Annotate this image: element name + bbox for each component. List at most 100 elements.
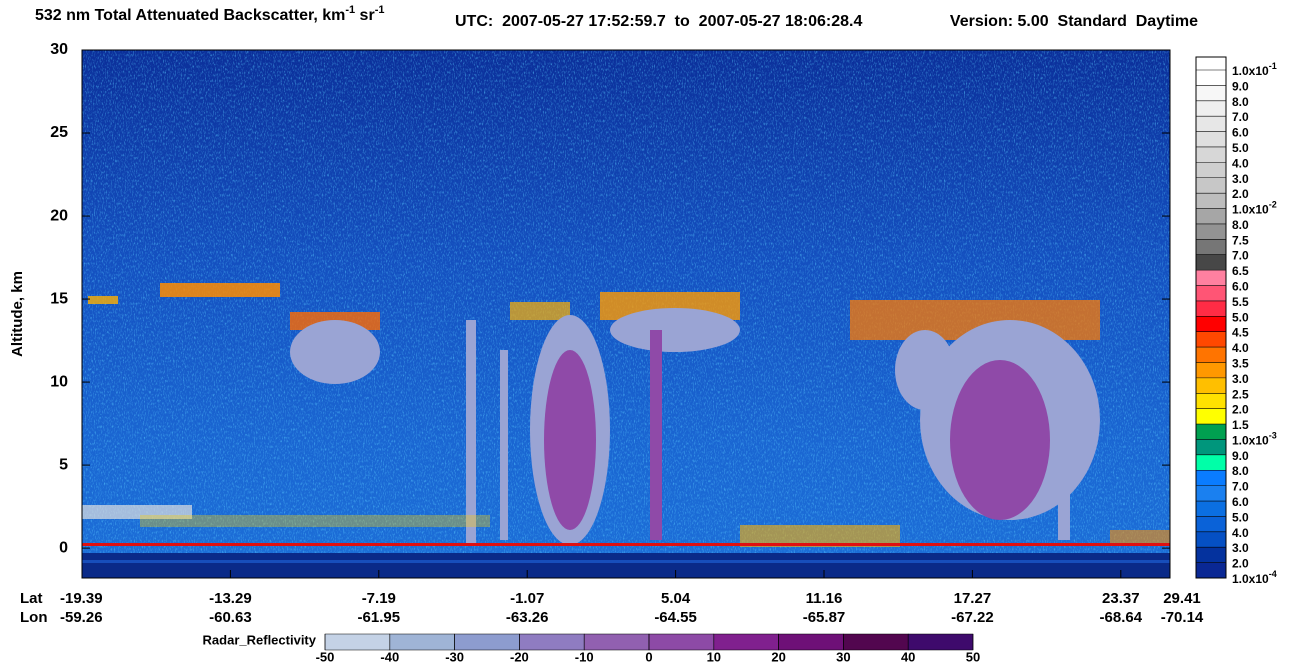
- colorbar-label: 7.5: [1232, 234, 1249, 248]
- colorbar-label-text: 2.0: [1232, 187, 1249, 201]
- colorbar-label: 2.0: [1232, 557, 1249, 571]
- colorbar-swatch: [1196, 547, 1226, 563]
- radar-swatch: [583, 633, 650, 651]
- colorbar-label-text: 7.0: [1232, 110, 1249, 124]
- lon-label: -70.14: [1161, 609, 1204, 626]
- colorbar-label: 6.0: [1232, 280, 1249, 294]
- radar-tick-label: -40: [380, 649, 399, 664]
- colorbar-label: 5.0: [1232, 511, 1249, 525]
- colorbar-swatch: [1196, 439, 1226, 455]
- lat-label: -7.19: [362, 590, 396, 607]
- colorbar-label-text: 6.0: [1232, 280, 1249, 294]
- colorbar-label: 3.0: [1232, 541, 1249, 555]
- colorbar-label-text: 9.0: [1232, 80, 1249, 94]
- lon-label: -64.55: [654, 609, 697, 626]
- title-sup: -1: [375, 4, 385, 16]
- colorbar-label-text: 1.0x10: [1232, 64, 1269, 78]
- radar-swatch: [778, 633, 844, 651]
- radar-tick-label: 50: [966, 649, 980, 664]
- colorbar-label-text: 6.5: [1232, 264, 1249, 278]
- colorbar-swatch: [1196, 100, 1226, 117]
- lon-label: -61.95: [358, 609, 401, 626]
- colorbar-label-text: 8.0: [1232, 464, 1249, 478]
- radar-swatch: [907, 633, 974, 651]
- radar-swatch: [713, 633, 779, 651]
- colorbar-label: 1.0x10-1: [1232, 61, 1277, 78]
- radar-tick-label: 20: [771, 649, 785, 664]
- colorbar-label-text: 9.0: [1232, 449, 1249, 463]
- colorbar-label-text: 5.0: [1232, 141, 1249, 155]
- radar-tick-label: 30: [836, 649, 850, 664]
- lat-label: 29.41: [1163, 590, 1201, 607]
- colorbar-label-sup: -4: [1269, 569, 1277, 579]
- colorbar-swatch: [1196, 285, 1226, 301]
- colorbar-swatch: [1196, 377, 1226, 394]
- colorbar-label: 6.5: [1232, 264, 1249, 278]
- colorbar-swatch: [1196, 177, 1226, 194]
- colorbar-swatch: [1196, 254, 1226, 271]
- colorbar-label-text: 1.0x10: [1232, 203, 1269, 217]
- colorbar-swatch: [1196, 57, 1226, 86]
- colorbar-label: 2.0: [1232, 187, 1249, 201]
- radar-tick-label: -20: [510, 649, 529, 664]
- colorbar-label: 5.5: [1232, 295, 1249, 309]
- lat-label: 17.27: [954, 590, 992, 607]
- radar-tick-label: -10: [575, 649, 594, 664]
- colorbar-label: 2.5: [1232, 387, 1249, 401]
- y-tick-label: 25: [50, 124, 68, 141]
- lat-label: 23.37: [1102, 590, 1140, 607]
- colorbar-swatch: [1196, 116, 1226, 132]
- colorbar-swatch: [1196, 470, 1226, 486]
- title-text: sr: [355, 7, 375, 24]
- colorbar-label: 1.0x10-3: [1232, 431, 1277, 448]
- colorbar-label-text: 3.0: [1232, 541, 1249, 555]
- colorbar-label-text: 8.0: [1232, 95, 1249, 109]
- colorbar-swatch: [1196, 331, 1226, 348]
- colorbar-swatch: [1196, 408, 1226, 425]
- colorbar-label-text: 4.0: [1232, 526, 1249, 540]
- colorbar-label-text: 2.5: [1232, 387, 1249, 401]
- colorbar-label: 6.0: [1232, 495, 1249, 509]
- colorbar-label-text: 3.5: [1232, 357, 1249, 371]
- colorbar-label-text: 3.0: [1232, 372, 1249, 386]
- title-text: 532 nm Total Attenuated Backscatter, km: [35, 7, 345, 24]
- colorbar-label: 1.0x10-4: [1232, 569, 1277, 586]
- colorbar-swatch: [1196, 501, 1226, 517]
- colorbar-swatch: [1196, 316, 1226, 332]
- y-axis-label: Altitude, km: [9, 271, 26, 357]
- colorbar-swatch: [1196, 393, 1226, 409]
- colorbar-label: 2.0: [1232, 403, 1249, 417]
- colorbar-label: 8.0: [1232, 464, 1249, 478]
- colorbar-label: 1.0x10-2: [1232, 200, 1277, 217]
- colorbar-swatch: [1196, 193, 1226, 209]
- colorbar-label-text: 1.5: [1232, 418, 1249, 432]
- colorbar-label-sup: -3: [1269, 431, 1277, 441]
- radar-swatch: [519, 633, 585, 651]
- y-tick-label: 30: [50, 41, 68, 58]
- colorbar-label-text: 8.0: [1232, 218, 1249, 232]
- radar-tick-label: 0: [645, 649, 652, 664]
- colorbar-label: 1.5: [1232, 418, 1249, 432]
- colorbar-label: 4.5: [1232, 326, 1249, 340]
- version: Version: 5.00 Standard Daytime: [950, 13, 1198, 30]
- colorbar-swatch: [1196, 485, 1226, 502]
- lat-label: 11.16: [806, 590, 843, 607]
- colorbar-label-text: 4.0: [1232, 341, 1249, 355]
- colorbar-label-text: 3.0: [1232, 172, 1249, 186]
- colorbar-label-text: 5.5: [1232, 295, 1249, 309]
- colorbar-swatch: [1196, 208, 1226, 224]
- colorbar-swatch: [1196, 270, 1226, 286]
- radar-swatch: [389, 633, 455, 651]
- colorbar-swatch: [1196, 223, 1226, 240]
- colorbar-label: 3.0: [1232, 172, 1249, 186]
- radar-tick-label: 40: [901, 649, 915, 664]
- colorbar-swatch: [1196, 239, 1226, 255]
- colorbar-label: 5.0: [1232, 141, 1249, 155]
- colorbar-label: 7.0: [1232, 480, 1249, 494]
- colorbar-label: 3.5: [1232, 357, 1249, 371]
- radar-swatch: [324, 633, 391, 651]
- radar-tick-label: -30: [445, 649, 464, 664]
- title-sup: -1: [345, 4, 355, 16]
- radar-swatch: [648, 633, 715, 651]
